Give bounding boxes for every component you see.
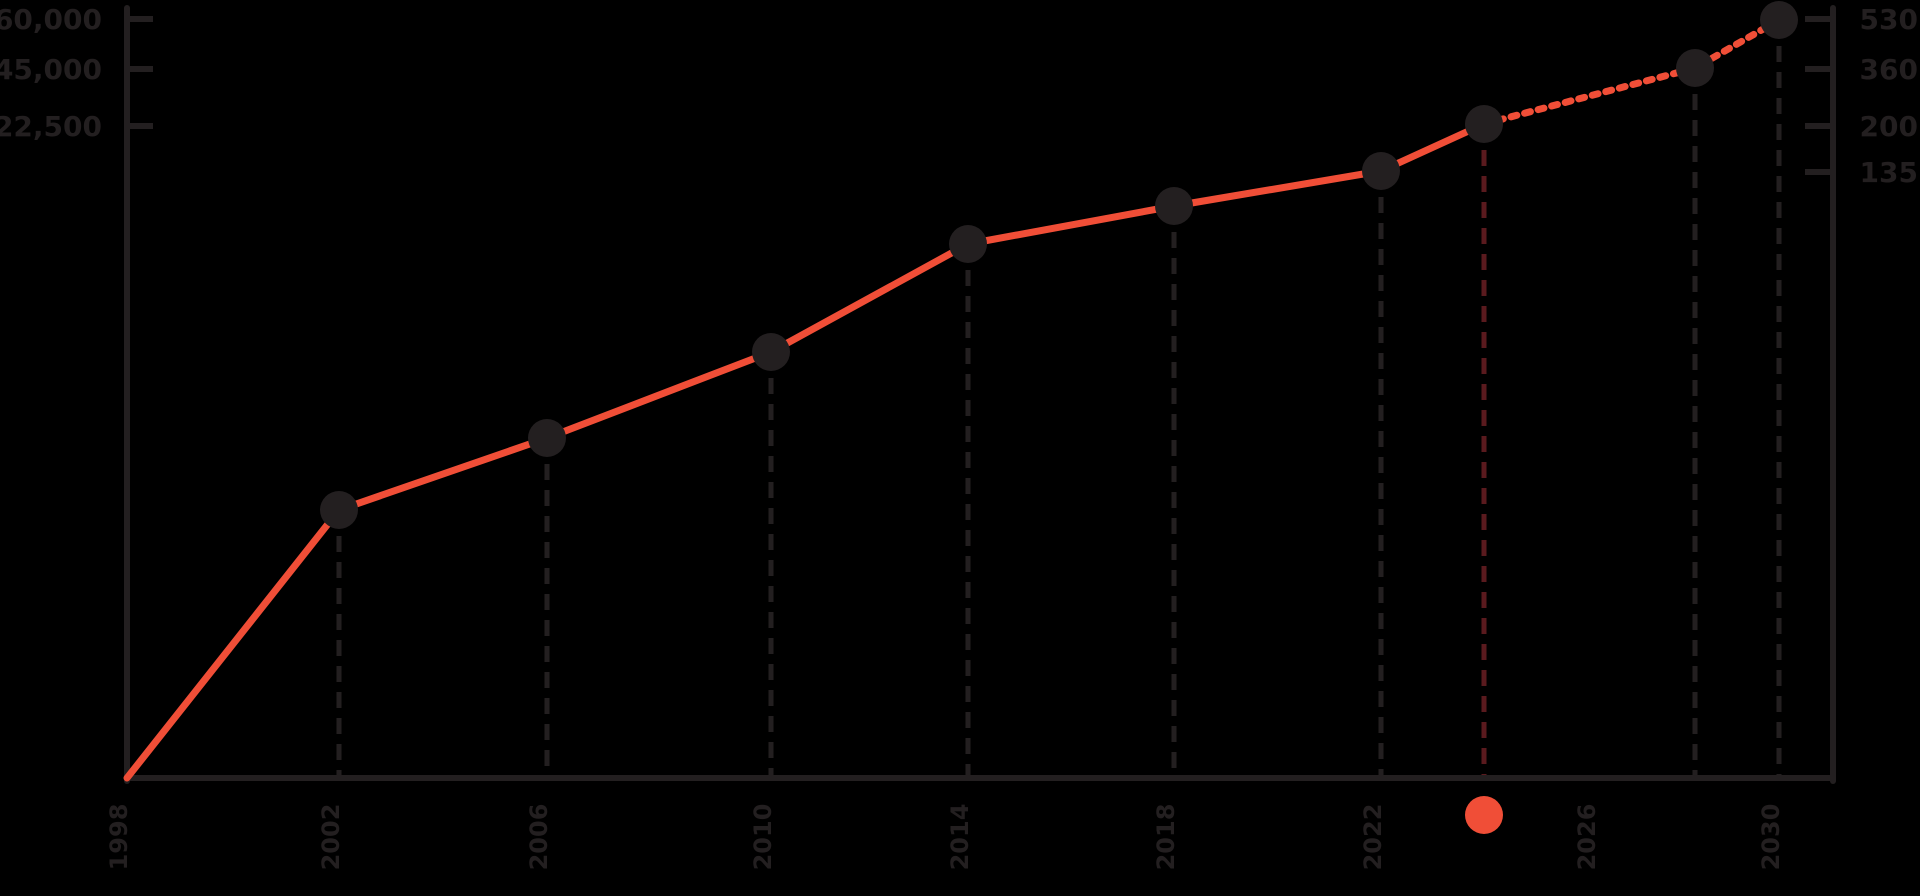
data-point-2010[interactable]: [752, 333, 790, 371]
series-line-historical: [123, 120, 1488, 782]
x-axis-label: 2006: [525, 804, 553, 871]
series-line-projection: [1480, 16, 1783, 128]
x-axis-label: 2002: [317, 804, 345, 871]
x-axis-label: 2026: [1573, 804, 1601, 871]
right-axis-label: 200: [1860, 110, 1918, 143]
data-point-2018[interactable]: [1155, 187, 1193, 225]
data-point-2022[interactable]: [1362, 152, 1400, 190]
right-axis-label: 530: [1860, 3, 1918, 36]
left-axis-label: 45,000: [0, 53, 102, 86]
vertical-guide-lines: [336, 20, 1782, 778]
data-point-2006[interactable]: [528, 419, 566, 457]
x-axis-label: 1998: [105, 804, 133, 871]
x-axis-labels: 1998 2002 2006 2010 2014 2018 2022 2026 2030: [105, 804, 1785, 871]
right-axis-labels: 530 360 200 135: [1860, 3, 1918, 189]
current-year-dot: [1465, 796, 1503, 834]
data-point-2030[interactable]: [1760, 1, 1798, 39]
data-point-2028[interactable]: [1676, 49, 1714, 87]
x-axis-label: 2014: [946, 804, 974, 871]
data-point-2014[interactable]: [949, 225, 987, 263]
data-point-2024[interactable]: [1465, 105, 1503, 143]
x-axis-label: 2018: [1152, 804, 1180, 871]
data-series: [123, 16, 1783, 782]
right-axis-label: 360: [1860, 53, 1918, 86]
data-markers: [320, 1, 1798, 529]
right-axis-label: 135: [1860, 156, 1918, 189]
data-point-2002[interactable]: [320, 491, 358, 529]
x-axis-label: 2030: [1757, 804, 1785, 871]
left-axis-label: 60,000: [0, 3, 102, 36]
current-year-indicator: [1465, 796, 1503, 834]
left-axis-labels: 60,000 45,000 22,500: [0, 3, 102, 143]
left-axis-label: 22,500: [0, 110, 102, 143]
x-axis-label: 2022: [1359, 804, 1387, 871]
axes: [124, 5, 1836, 784]
x-axis-label: 2010: [749, 804, 777, 871]
